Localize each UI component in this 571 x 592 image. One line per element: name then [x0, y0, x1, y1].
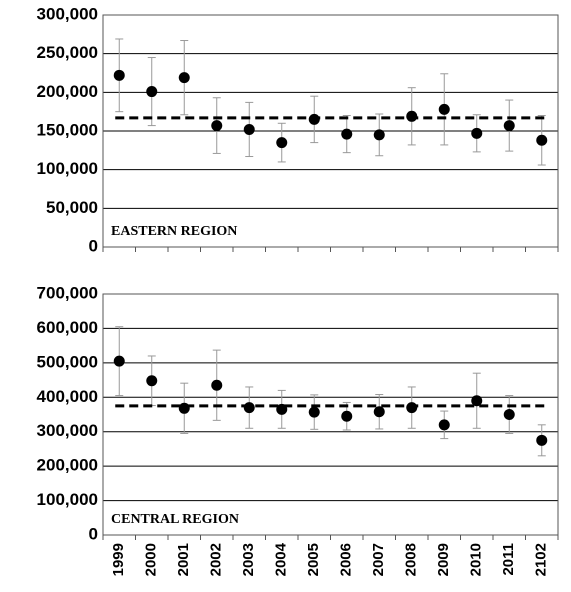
point	[308, 406, 320, 418]
x-tick-label: 2002	[208, 543, 225, 576]
point	[113, 355, 125, 367]
x-tick-label: 2011	[500, 543, 517, 576]
x-tick-label: 2003	[240, 543, 257, 576]
point	[146, 86, 158, 98]
y-tick-label: 250,000	[37, 43, 98, 62]
point	[373, 129, 385, 141]
x-tick-label: 2005	[305, 543, 322, 576]
point	[341, 128, 353, 140]
y-tick-label: 500,000	[37, 352, 98, 371]
point	[471, 127, 483, 139]
point	[113, 69, 125, 81]
point	[373, 406, 385, 418]
y-tick-label: 600,000	[37, 318, 98, 337]
point	[438, 103, 450, 115]
point	[406, 402, 418, 414]
y-tick-label: 300,000	[37, 4, 98, 23]
x-tick-label: 2001	[175, 543, 192, 576]
x-tick-label: 2004	[273, 542, 290, 576]
point	[211, 120, 223, 132]
y-tick-label: 150,000	[37, 120, 98, 139]
x-tick-label: 2010	[468, 543, 485, 576]
point	[503, 120, 515, 132]
point	[471, 395, 483, 407]
point	[406, 110, 418, 122]
point	[276, 137, 288, 149]
y-tick-label: 300,000	[37, 421, 98, 440]
point	[243, 123, 255, 135]
y-tick-label: 0	[89, 524, 98, 543]
point	[211, 379, 223, 391]
region-label: EASTERN REGION	[111, 224, 237, 239]
x-tick-label: 2009	[435, 543, 452, 576]
x-tick-label: 2102	[533, 543, 550, 576]
point	[243, 402, 255, 414]
x-tick-label: 2008	[403, 543, 420, 576]
point	[438, 419, 450, 431]
x-tick-label: 1999	[110, 543, 127, 576]
y-tick-label: 400,000	[37, 387, 98, 406]
point	[146, 375, 158, 387]
x-tick-label: 2000	[143, 543, 160, 576]
y-tick-label: 200,000	[37, 82, 98, 101]
y-tick-label: 700,000	[37, 283, 98, 302]
y-tick-label: 0	[89, 236, 98, 255]
x-tick-label: 2006	[338, 543, 355, 576]
y-tick-label: 50,000	[46, 198, 98, 217]
plot-frame	[102, 293, 559, 536]
point	[341, 410, 353, 422]
point	[536, 434, 548, 446]
y-tick-label: 100,000	[37, 490, 98, 509]
region-label: CENTRAL REGION	[111, 512, 239, 527]
y-tick-label: 200,000	[37, 456, 98, 475]
point	[178, 72, 190, 84]
point	[536, 134, 548, 146]
point	[308, 113, 320, 125]
point	[503, 409, 515, 420]
y-tick-label: 100,000	[37, 159, 98, 178]
x-tick-label: 2007	[370, 543, 387, 576]
